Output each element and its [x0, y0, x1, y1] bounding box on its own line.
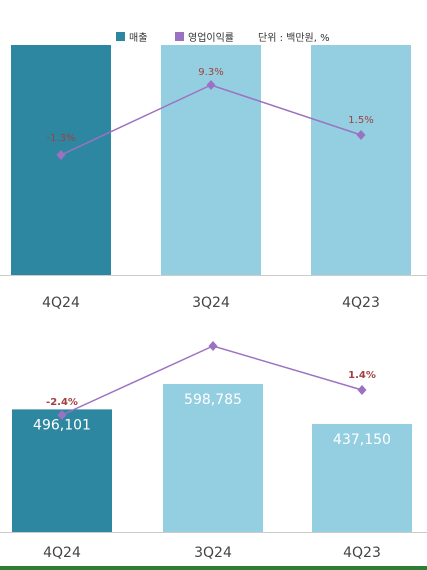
margin-point: [208, 341, 218, 351]
margin-value-label: -2.4%: [46, 397, 78, 408]
legend-swatch-margin: [175, 32, 184, 41]
category-label: 4Q23: [342, 295, 380, 310]
bar-4Q23: [311, 45, 411, 275]
margin-point: [357, 385, 367, 395]
bar-value-label: 598,785: [184, 392, 242, 408]
margin-point: [206, 80, 216, 90]
category-label: 4Q24: [42, 295, 80, 310]
margin-value-label: 1.4%: [348, 370, 376, 381]
legend: 매출 영업이익률 단위 : 백만원, %: [0, 0, 427, 44]
margin-value-label: 1.5%: [348, 115, 373, 126]
margin-value-label: -1.3%: [46, 133, 75, 144]
legend-item-margin: 영업이익률: [175, 29, 234, 44]
margin-value-label: 9.3%: [198, 67, 223, 78]
margin-point: [356, 130, 366, 140]
legend-label-margin: 영업이익률: [188, 33, 234, 44]
margin-value-label: 7.9%: [199, 338, 227, 339]
margin-point: [56, 150, 66, 160]
category-label: 4Q24: [43, 545, 81, 561]
bar-value-label: 496,101: [33, 417, 91, 433]
category-label: 4Q23: [343, 545, 381, 561]
chart-bottom: 496,101 4Q24 598,785 3Q24 437,150 4Q23 -2.4% 7.…: [0, 338, 427, 561]
unit-label: 단위 : 백만원, %: [258, 33, 330, 44]
bottom-divider: [0, 566, 427, 570]
category-label: 3Q24: [194, 545, 232, 561]
bar-4Q23: [312, 423, 412, 532]
margin-point: [57, 410, 67, 420]
legend-swatch-sales: [116, 32, 125, 41]
chart-top: 475,4154Q24585,1673Q24426,6614Q23-1.3%9.…: [0, 45, 427, 310]
bar-3Q24: [161, 45, 261, 275]
legend-item-sales: 매출: [116, 29, 147, 44]
bar-value-label: 437,150: [333, 432, 391, 448]
bar-4Q24: [12, 409, 112, 532]
bar-3Q24: [163, 384, 263, 532]
category-label: 3Q24: [192, 295, 230, 310]
legend-label-sales: 매출: [129, 33, 148, 44]
